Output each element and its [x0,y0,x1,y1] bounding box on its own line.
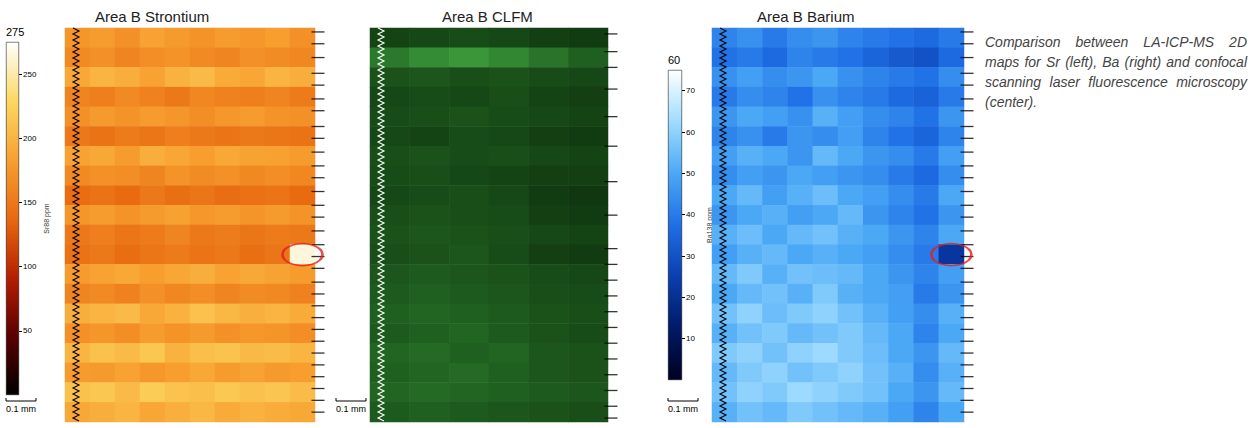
svg-text:Ba138 ppm: Ba138 ppm [706,207,713,243]
svg-text:50: 50 [686,169,695,178]
svg-text:30: 30 [686,252,695,261]
svg-text:50: 50 [23,326,32,335]
svg-text:100: 100 [23,262,37,271]
svg-text:Sr88 ppm: Sr88 ppm [43,203,51,234]
svg-text:10: 10 [686,334,695,343]
svg-text:0.1 mm: 0.1 mm [6,404,36,414]
svg-text:Area B Strontium: Area B Strontium [95,8,209,25]
svg-text:Area B Barium: Area B Barium [757,8,855,25]
svg-text:150: 150 [23,198,37,207]
svg-text:275: 275 [6,26,24,38]
svg-text:0.1 mm: 0.1 mm [668,404,698,414]
svg-text:20: 20 [686,293,695,302]
svg-text:70: 70 [686,86,695,95]
svg-text:Area B CLFM: Area B CLFM [442,8,533,25]
svg-text:250: 250 [23,70,37,79]
svg-text:60: 60 [686,128,695,137]
svg-text:0.1 mm: 0.1 mm [336,404,366,414]
svg-text:200: 200 [23,134,37,143]
svg-text:40: 40 [686,210,695,219]
html-text:Comparison between LA-ICP-MS 2: Comparison between LA-ICP-MS 2D maps for… [985,34,1247,110]
svg-text:60: 60 [668,54,680,66]
